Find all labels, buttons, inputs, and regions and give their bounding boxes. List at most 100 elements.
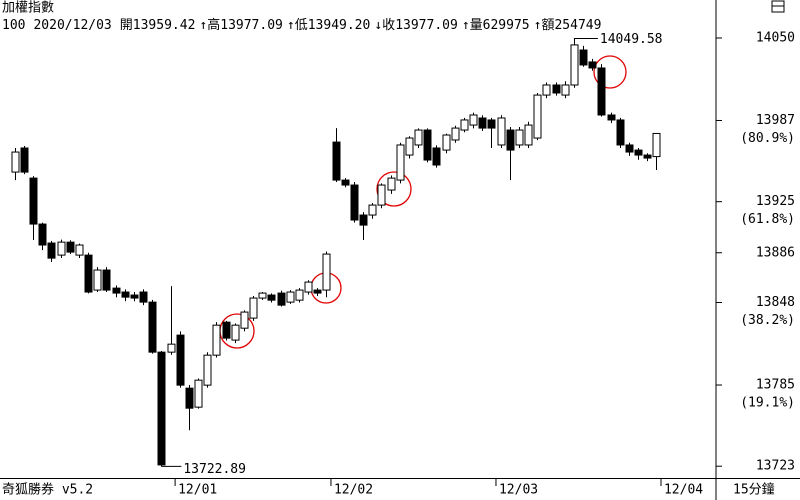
y-tick-label: 13848 bbox=[756, 295, 795, 310]
candle-body bbox=[185, 387, 194, 409]
candle-body bbox=[267, 294, 276, 301]
candle-body bbox=[561, 84, 570, 96]
candle-body bbox=[350, 184, 359, 221]
candle-body bbox=[176, 334, 185, 386]
candle-body bbox=[222, 321, 231, 339]
quote-line: 100 2020/12/03 開13959.42 ↑高13977.09 ↑低13949.… bbox=[2, 17, 601, 33]
candle-body bbox=[607, 114, 616, 121]
y-tick-label: 13886 bbox=[756, 245, 795, 260]
quote-label: 收 bbox=[382, 18, 395, 33]
quote-label: 量 bbox=[470, 18, 483, 33]
candle-body bbox=[38, 223, 47, 246]
quote-label: 開 bbox=[120, 18, 133, 33]
candle-body bbox=[533, 94, 542, 139]
count: 100 bbox=[2, 18, 25, 33]
y-tick-label: 13785 bbox=[756, 378, 795, 393]
quote-value: 254749 bbox=[554, 18, 601, 33]
candle-body bbox=[313, 289, 322, 294]
candle-body bbox=[542, 84, 551, 96]
candle-body bbox=[121, 291, 130, 298]
candle-body bbox=[616, 119, 625, 146]
brand: 奇狐勝券 v5.2 bbox=[2, 482, 93, 498]
candle-body bbox=[212, 324, 221, 356]
candle-body bbox=[469, 114, 478, 126]
candle-body bbox=[487, 119, 496, 129]
candle-body bbox=[442, 134, 451, 151]
candle-body bbox=[47, 242, 56, 259]
candle-body bbox=[588, 61, 597, 69]
x-tick-label: 12/04 bbox=[664, 483, 703, 498]
quote-value: 13977.09 bbox=[395, 18, 458, 33]
quote-label: 高 bbox=[207, 17, 220, 33]
quote-label: 額 bbox=[541, 18, 554, 33]
candle-body bbox=[20, 147, 29, 173]
fib-label: (80.9%) bbox=[740, 131, 795, 146]
candle-body bbox=[157, 351, 166, 466]
period[interactable]: 15分鐘 bbox=[733, 482, 775, 498]
candle-body bbox=[625, 144, 634, 153]
arrow: ↑ bbox=[287, 18, 295, 33]
fib-label: (61.8%) bbox=[740, 212, 795, 227]
index-name: 加權指數 bbox=[2, 1, 54, 16]
candle-body bbox=[231, 324, 240, 341]
candle-body bbox=[203, 354, 212, 386]
candle-body bbox=[570, 44, 579, 86]
quote-value: 629975 bbox=[483, 18, 530, 33]
candle-body bbox=[75, 244, 84, 256]
candle-body bbox=[240, 311, 249, 329]
candle-body bbox=[377, 184, 386, 206]
candle-body bbox=[387, 177, 396, 191]
candle-body bbox=[396, 144, 405, 181]
candle-body bbox=[277, 292, 286, 306]
candle-body bbox=[112, 287, 121, 294]
candle-body bbox=[414, 129, 423, 146]
candle-body bbox=[84, 254, 93, 293]
x-tick-label: 12/01 bbox=[178, 483, 217, 498]
candle-body bbox=[167, 343, 176, 353]
candle-body bbox=[460, 119, 469, 131]
candle-body bbox=[634, 149, 643, 156]
quote-value: 13959.42 bbox=[133, 18, 196, 33]
candle-body bbox=[258, 292, 267, 299]
candle-body bbox=[130, 294, 139, 299]
candle-body bbox=[597, 67, 606, 116]
candle-body bbox=[652, 132, 661, 158]
candle-body bbox=[579, 49, 588, 66]
candle-body bbox=[332, 141, 341, 181]
candle-body bbox=[497, 117, 506, 146]
y-tick-label: 13925 bbox=[756, 194, 795, 209]
candle-body bbox=[139, 291, 148, 303]
candle-body bbox=[11, 151, 20, 173]
highlight-circle bbox=[376, 171, 412, 207]
quote-value: 13949.20 bbox=[308, 18, 371, 33]
arrow: ↑ bbox=[534, 18, 542, 33]
candle-body bbox=[552, 84, 561, 94]
y-tick-label: 13723 bbox=[756, 459, 795, 474]
candle-body bbox=[478, 117, 487, 129]
candle-body bbox=[432, 147, 441, 166]
candle-body bbox=[102, 269, 111, 291]
candle-body bbox=[368, 204, 377, 216]
fib-label: (38.2%) bbox=[740, 313, 795, 328]
candle-body bbox=[359, 214, 368, 226]
candle-body bbox=[322, 253, 331, 291]
candle-body bbox=[405, 137, 414, 156]
low-annotation: 13722.89 bbox=[183, 462, 246, 477]
highlight-circle bbox=[593, 55, 627, 89]
x-tick-label: 12/03 bbox=[499, 483, 538, 498]
fib-label: (19.1%) bbox=[740, 396, 795, 411]
candle-body bbox=[295, 289, 304, 301]
candle-body bbox=[66, 241, 75, 253]
y-tick-label: 13987 bbox=[756, 113, 795, 128]
candle-body bbox=[148, 301, 157, 353]
candle-body bbox=[515, 129, 524, 146]
arrow: ↑ bbox=[462, 18, 470, 33]
candle-body bbox=[506, 129, 515, 151]
quote-label: 低 bbox=[295, 18, 308, 33]
candle-body bbox=[643, 154, 652, 159]
candle-body bbox=[423, 129, 432, 161]
candle-body bbox=[286, 291, 295, 303]
candle-body bbox=[29, 177, 38, 225]
